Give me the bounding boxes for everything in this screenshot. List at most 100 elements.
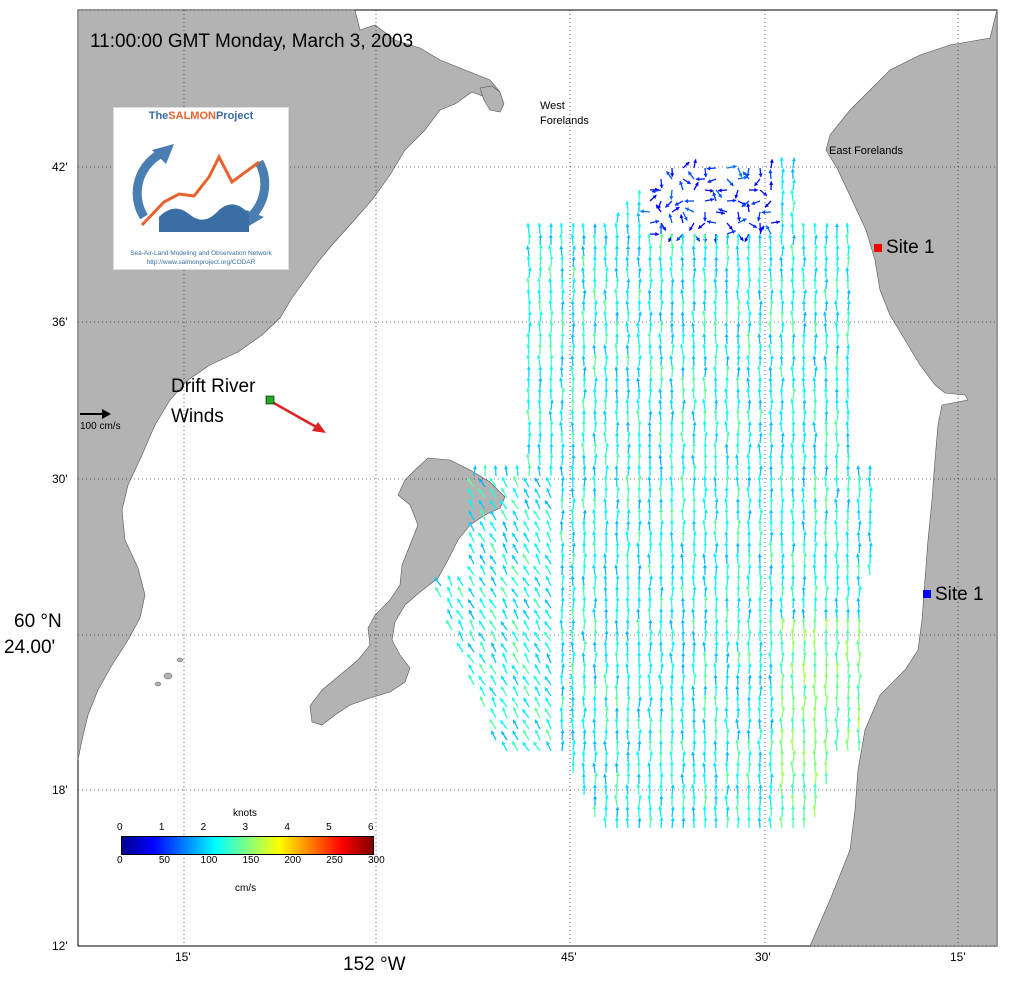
current-vector-head <box>659 476 664 480</box>
current-vector-head <box>659 596 664 600</box>
current-vector-head <box>747 663 752 667</box>
current-vector-head <box>746 640 751 645</box>
current-vector-head <box>626 542 631 546</box>
current-vector-head <box>703 531 708 535</box>
current-vector-head <box>659 233 664 238</box>
current-vector-head <box>561 574 566 579</box>
current-vector-head <box>658 750 663 754</box>
current-vector-head <box>560 740 565 745</box>
current-vector-head <box>615 453 620 458</box>
current-vector-head <box>457 598 461 603</box>
current-vector-head <box>813 597 818 601</box>
current-vector-head <box>802 575 807 580</box>
current-vector-head <box>478 488 483 493</box>
current-vector-head <box>647 674 652 678</box>
current-vector-head <box>523 565 527 570</box>
colorbar-units-top: knots <box>233 808 257 819</box>
current-vector-head <box>833 420 838 425</box>
current-vector-head <box>824 420 829 425</box>
current-vector-head <box>710 197 714 202</box>
colorbar-cms-label: 250 <box>326 855 343 866</box>
current-vector-head <box>458 631 463 635</box>
current-vector-head <box>680 564 685 568</box>
current-vector-head <box>615 234 620 238</box>
current-vector-head <box>769 552 774 556</box>
current-vector-head <box>780 564 785 568</box>
current-vector-head <box>823 322 828 327</box>
current-vector-head <box>479 598 484 603</box>
current-vector-head <box>625 211 630 216</box>
current-vector-head <box>834 223 840 227</box>
current-vector-head <box>703 816 708 821</box>
current-vector-head <box>538 255 543 260</box>
current-vector-head <box>680 486 686 491</box>
current-vector-head <box>625 223 630 228</box>
current-vector-head <box>747 597 752 602</box>
lat-tick-42: 42' <box>52 160 68 174</box>
current-vector-head <box>702 641 707 646</box>
current-vector-head <box>780 310 785 314</box>
current-vector-head <box>713 795 718 799</box>
current-vector-head <box>658 619 663 623</box>
current-vector-head <box>801 618 806 622</box>
current-vector-head <box>660 663 664 667</box>
current-vector-head <box>560 332 565 337</box>
current-vector-head <box>746 696 751 700</box>
current-vector-head <box>559 431 564 436</box>
current-vector-head <box>857 706 862 710</box>
current-vector-head <box>692 740 697 744</box>
current-vector-head <box>779 519 784 524</box>
current-vector-head <box>500 500 505 505</box>
current-vector-head <box>546 718 550 723</box>
current-vector-head <box>537 453 542 458</box>
current-vector-head <box>846 486 851 491</box>
current-vector-head <box>857 651 862 655</box>
current-vector-head <box>769 519 774 524</box>
current-vector-head <box>534 609 538 614</box>
current-vector-head <box>549 321 554 326</box>
current-vector-head <box>813 695 818 699</box>
current-vector-head <box>825 585 830 590</box>
current-vector-head <box>545 565 550 569</box>
lon-tick-15e: 15' <box>950 950 966 964</box>
current-vector-head <box>523 642 528 647</box>
current-vector-head <box>724 597 729 601</box>
current-vector-head <box>724 508 729 513</box>
current-vector-head <box>545 509 550 514</box>
current-vector-head <box>604 652 609 656</box>
current-vector-head <box>779 267 784 272</box>
current-vector-head <box>681 530 686 534</box>
current-vector-head <box>835 256 840 260</box>
current-vector-head <box>845 366 850 370</box>
current-vector-head <box>801 750 806 754</box>
current-vector-head <box>614 256 619 260</box>
current-vector-head <box>582 366 587 371</box>
current-vector-head <box>725 520 730 524</box>
current-vector-head <box>615 750 620 755</box>
current-vector-head <box>523 697 528 702</box>
current-vector-head <box>560 278 565 282</box>
current-vector-head <box>468 643 472 648</box>
current-vector-head <box>571 552 576 557</box>
current-vector-head <box>615 739 620 744</box>
current-vector-head <box>845 739 850 743</box>
current-vector-head <box>742 218 747 223</box>
current-vector-head <box>845 563 850 568</box>
current-vector-head <box>691 608 696 613</box>
current-vector-head <box>703 442 708 447</box>
current-vector-head <box>713 553 718 557</box>
current-vector-head <box>735 718 740 723</box>
current-vector-head <box>592 707 597 711</box>
current-vector-head <box>824 234 829 238</box>
current-vector-head <box>604 597 609 601</box>
current-vector-head <box>856 684 861 689</box>
current-vector-head <box>637 234 642 238</box>
current-vector-head <box>845 355 850 359</box>
current-vector-head <box>747 343 752 347</box>
current-vector-head <box>780 794 785 799</box>
current-vector-head <box>625 531 630 535</box>
current-vector-head <box>625 706 630 711</box>
current-vector-head <box>666 171 671 176</box>
current-vector-head <box>725 630 730 634</box>
current-vector-head <box>512 543 517 548</box>
